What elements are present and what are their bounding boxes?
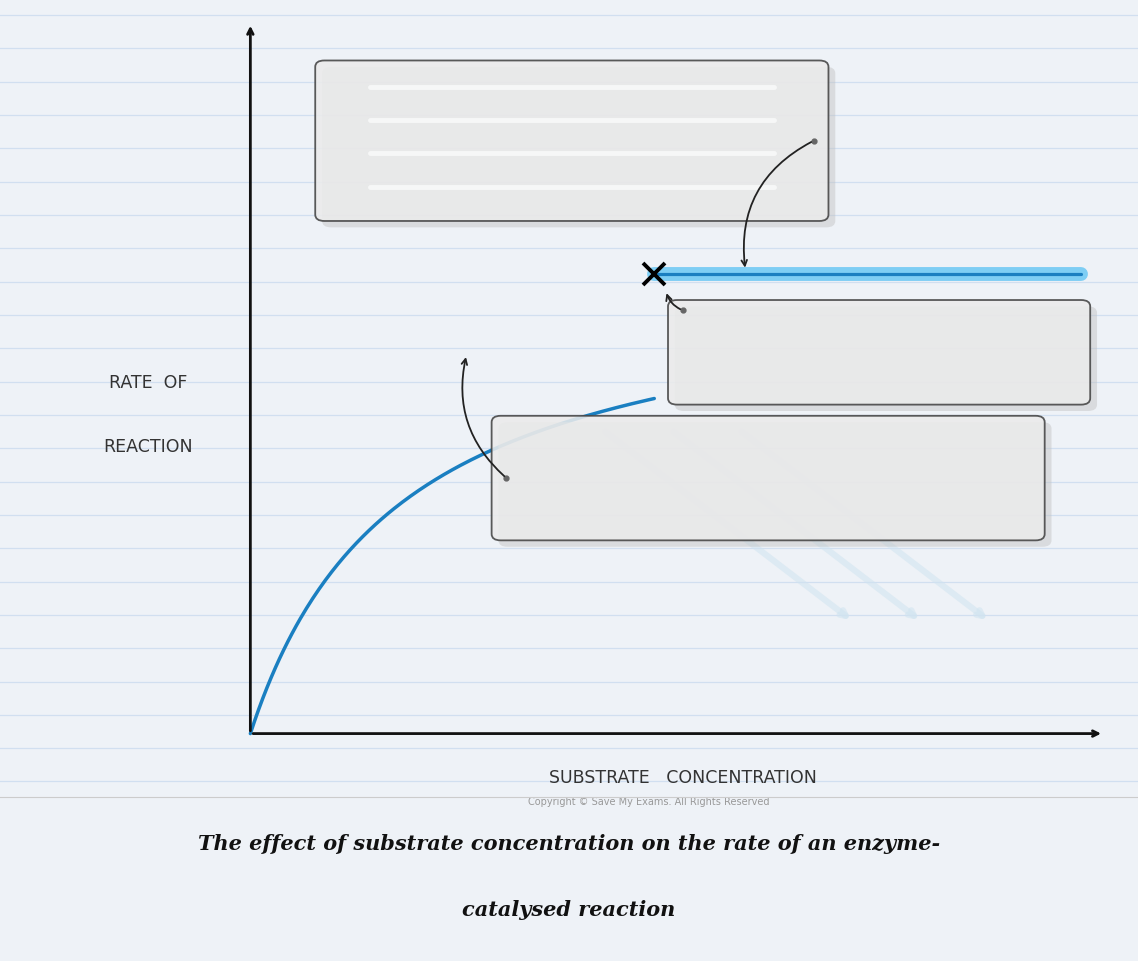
- Text: RATE  OF: RATE OF: [109, 374, 187, 392]
- Text: SUBSTRATE   CONCENTRATION: SUBSTRATE CONCENTRATION: [549, 769, 817, 787]
- FancyBboxPatch shape: [315, 62, 828, 222]
- Text: catalysed reaction: catalysed reaction: [462, 899, 676, 919]
- FancyBboxPatch shape: [498, 423, 1052, 547]
- Text: REACTION: REACTION: [104, 437, 192, 456]
- FancyBboxPatch shape: [322, 68, 835, 228]
- FancyBboxPatch shape: [675, 308, 1097, 411]
- FancyBboxPatch shape: [668, 301, 1090, 406]
- FancyBboxPatch shape: [492, 416, 1045, 541]
- Text: The effect of substrate concentration on the rate of an enzyme-: The effect of substrate concentration on…: [198, 833, 940, 853]
- Text: Copyright © Save My Exams. All Rights Reserved: Copyright © Save My Exams. All Rights Re…: [528, 797, 769, 806]
